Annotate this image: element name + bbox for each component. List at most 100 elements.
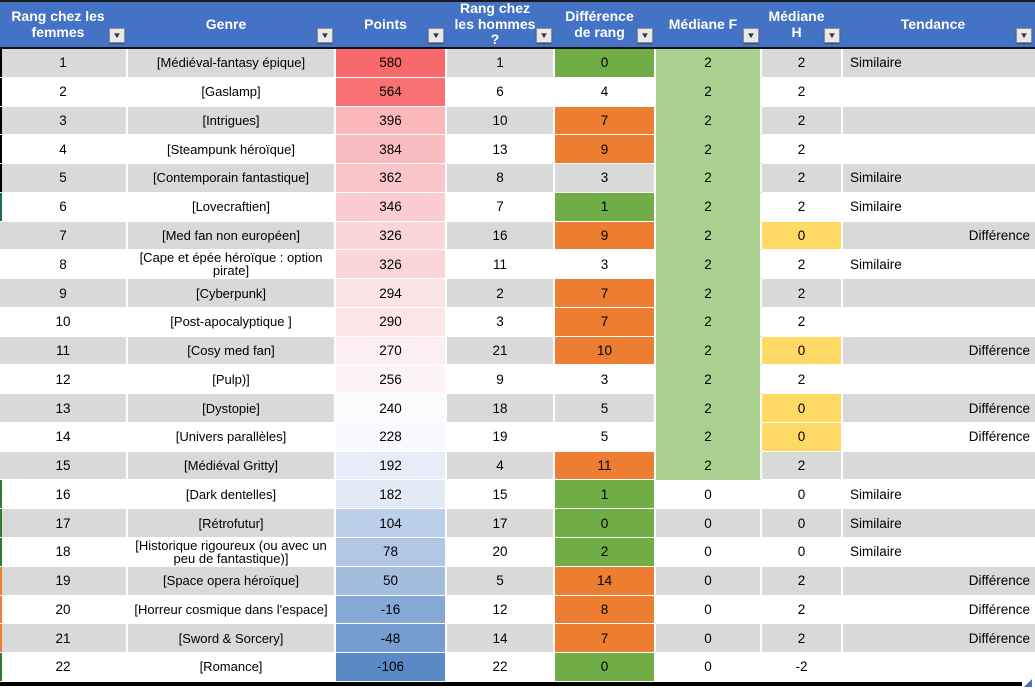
cell-mediane-h[interactable]: 0 bbox=[762, 336, 843, 366]
cell-points[interactable]: -48 bbox=[336, 624, 447, 654]
cell-genre[interactable]: [Historique rigoureux (ou avec un peu de… bbox=[128, 538, 336, 567]
cell-rang-hommes[interactable]: 17 bbox=[447, 509, 555, 539]
cell-rang-hommes[interactable]: 6 bbox=[447, 77, 555, 107]
cell-rang-hommes[interactable]: 2 bbox=[447, 279, 555, 308]
cell-rang-hommes[interactable]: 5 bbox=[447, 566, 555, 596]
cell-tendance[interactable]: Similaire bbox=[843, 193, 1035, 222]
cell-rang-hommes[interactable]: 15 bbox=[447, 480, 555, 510]
cell-points[interactable]: 192 bbox=[336, 451, 447, 481]
cell-rang-femmes[interactable]: 21 bbox=[0, 624, 128, 654]
cell-points[interactable]: 290 bbox=[336, 307, 447, 337]
cell-tendance[interactable]: Similaire bbox=[843, 250, 1035, 280]
cell-genre[interactable]: [Gaslamp] bbox=[128, 77, 336, 107]
cell-mediane-h[interactable]: 2 bbox=[762, 106, 843, 136]
cell-tendance[interactable] bbox=[843, 452, 1035, 481]
filter-dropdown-button[interactable]: ▼ bbox=[428, 28, 444, 43]
cell-mediane-f[interactable]: 2 bbox=[656, 135, 762, 165]
cell-mediane-h[interactable]: 2 bbox=[762, 595, 843, 625]
cell-rang-femmes[interactable]: 5 bbox=[0, 164, 128, 193]
cell-rang-femmes[interactable]: 3 bbox=[0, 106, 128, 136]
cell-tendance[interactable] bbox=[843, 365, 1035, 395]
cell-genre[interactable]: [Médiéval-fantasy épique] bbox=[128, 49, 336, 78]
cell-difference[interactable]: 5 bbox=[555, 394, 656, 423]
cell-genre[interactable]: [Steampunk héroïque] bbox=[128, 135, 336, 165]
cell-genre[interactable]: [Médiéval Gritty] bbox=[128, 451, 336, 481]
cell-points[interactable]: 346 bbox=[336, 192, 447, 222]
cell-mediane-f[interactable]: 2 bbox=[656, 279, 762, 308]
cell-genre[interactable]: [Lovecraftien] bbox=[128, 192, 336, 222]
cell-tendance[interactable]: Différence bbox=[843, 394, 1035, 423]
cell-difference[interactable]: 2 bbox=[555, 538, 656, 567]
cell-tendance[interactable]: Similaire bbox=[843, 164, 1035, 193]
cell-genre[interactable]: [Dystopie] bbox=[128, 394, 336, 423]
cell-rang-hommes[interactable]: 4 bbox=[447, 451, 555, 481]
cell-rang-hommes[interactable]: 22 bbox=[447, 653, 555, 682]
cell-tendance[interactable]: Différence bbox=[843, 596, 1035, 625]
cell-mediane-f[interactable]: 0 bbox=[656, 480, 762, 510]
cell-mediane-f[interactable]: 2 bbox=[656, 307, 762, 337]
cell-mediane-f[interactable]: 0 bbox=[656, 595, 762, 625]
cell-tendance[interactable]: Différence bbox=[843, 567, 1035, 596]
cell-tendance[interactable]: Différence bbox=[843, 337, 1035, 366]
cell-mediane-h[interactable]: 2 bbox=[762, 566, 843, 596]
cell-mediane-h[interactable]: 2 bbox=[762, 77, 843, 107]
cell-points[interactable]: 384 bbox=[336, 135, 447, 165]
cell-mediane-f[interactable]: 2 bbox=[656, 336, 762, 366]
cell-difference[interactable]: 3 bbox=[555, 250, 656, 280]
cell-tendance[interactable]: Similaire bbox=[843, 538, 1035, 567]
cell-mediane-f[interactable]: 0 bbox=[656, 624, 762, 654]
cell-rang-hommes[interactable]: 1 bbox=[447, 49, 555, 78]
cell-rang-hommes[interactable]: 13 bbox=[447, 135, 555, 165]
cell-rang-femmes[interactable]: 17 bbox=[0, 509, 128, 539]
cell-mediane-f[interactable]: 0 bbox=[656, 509, 762, 539]
cell-mediane-h[interactable]: 2 bbox=[762, 164, 843, 193]
cell-difference[interactable]: 7 bbox=[555, 624, 656, 654]
cell-points[interactable]: 270 bbox=[336, 336, 447, 366]
cell-points[interactable]: 564 bbox=[336, 77, 447, 107]
cell-mediane-h[interactable]: 2 bbox=[762, 49, 843, 78]
cell-points[interactable]: 50 bbox=[336, 566, 447, 596]
cell-difference[interactable]: 3 bbox=[555, 365, 656, 395]
cell-rang-femmes[interactable]: 13 bbox=[0, 394, 128, 423]
cell-points[interactable]: 326 bbox=[336, 250, 447, 280]
cell-genre[interactable]: [Med fan non européen] bbox=[128, 221, 336, 251]
cell-difference[interactable]: 0 bbox=[555, 653, 656, 682]
cell-rang-hommes[interactable]: 20 bbox=[447, 538, 555, 567]
cell-genre[interactable]: [Romance] bbox=[128, 653, 336, 682]
cell-mediane-h[interactable]: 0 bbox=[762, 394, 843, 423]
cell-rang-hommes[interactable]: 7 bbox=[447, 192, 555, 222]
cell-tendance[interactable]: Similaire bbox=[843, 49, 1035, 78]
cell-tendance[interactable] bbox=[843, 107, 1035, 136]
cell-genre[interactable]: [Rétrofutur] bbox=[128, 509, 336, 539]
cell-genre[interactable]: [Sword & Sorcery] bbox=[128, 624, 336, 654]
cell-difference[interactable]: 8 bbox=[555, 595, 656, 625]
cell-genre[interactable]: [Contemporain fantastique] bbox=[128, 164, 336, 193]
cell-difference[interactable]: 4 bbox=[555, 77, 656, 107]
cell-rang-femmes[interactable]: 12 bbox=[0, 365, 128, 395]
cell-tendance[interactable] bbox=[843, 279, 1035, 308]
cell-points[interactable]: 228 bbox=[336, 422, 447, 452]
cell-difference[interactable]: 0 bbox=[555, 509, 656, 539]
cell-mediane-h[interactable]: 0 bbox=[762, 509, 843, 539]
cell-rang-hommes[interactable]: 11 bbox=[447, 250, 555, 280]
cell-mediane-h[interactable]: 2 bbox=[762, 624, 843, 654]
cell-points[interactable]: 256 bbox=[336, 365, 447, 395]
cell-tendance[interactable]: Différence bbox=[843, 222, 1035, 251]
cell-rang-hommes[interactable]: 3 bbox=[447, 307, 555, 337]
cell-mediane-h[interactable]: 2 bbox=[762, 365, 843, 395]
cell-tendance[interactable]: Différence bbox=[843, 624, 1035, 654]
cell-mediane-f[interactable]: 2 bbox=[656, 164, 762, 193]
cell-mediane-f[interactable]: 2 bbox=[656, 394, 762, 423]
cell-points[interactable]: 104 bbox=[336, 509, 447, 539]
cell-tendance[interactable]: Similaire bbox=[843, 509, 1035, 539]
cell-rang-hommes[interactable]: 21 bbox=[447, 336, 555, 366]
cell-mediane-h[interactable]: 2 bbox=[762, 307, 843, 337]
cell-difference[interactable]: 14 bbox=[555, 566, 656, 596]
cell-mediane-h[interactable]: 2 bbox=[762, 250, 843, 280]
cell-points[interactable]: -16 bbox=[336, 595, 447, 625]
cell-mediane-f[interactable]: 2 bbox=[656, 250, 762, 280]
cell-difference[interactable]: 7 bbox=[555, 106, 656, 136]
cell-mediane-f[interactable]: 2 bbox=[656, 451, 762, 481]
cell-mediane-h[interactable]: 2 bbox=[762, 451, 843, 481]
cell-points[interactable]: 580 bbox=[336, 49, 447, 78]
